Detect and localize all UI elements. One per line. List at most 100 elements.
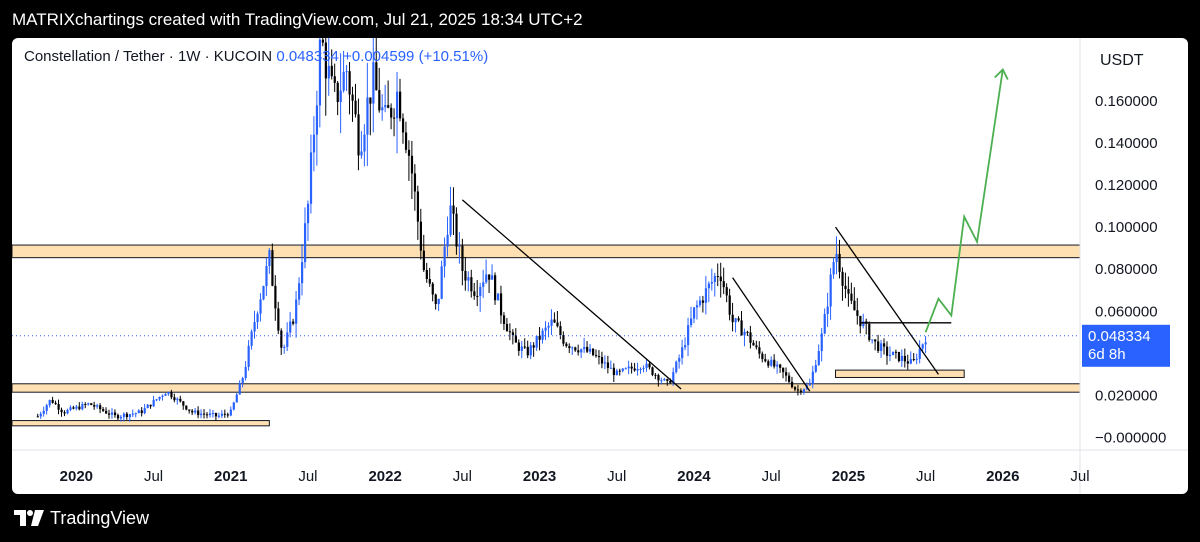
candle-body — [87, 403, 90, 405]
countdown-label: 6d 8h — [1088, 346, 1126, 363]
candle-body — [523, 346, 526, 348]
candle-body — [152, 399, 155, 407]
candle-body — [672, 372, 675, 383]
candle-body — [891, 351, 895, 356]
candle-body — [918, 348, 921, 359]
candle-body — [868, 323, 871, 340]
candle-body — [167, 392, 170, 394]
candle-body — [603, 362, 607, 364]
projection-arrowhead — [994, 68, 1009, 80]
candle-body — [342, 71, 345, 91]
candle-body — [802, 389, 806, 393]
candle-body — [586, 346, 589, 352]
candle-body — [381, 107, 384, 111]
candle-body — [274, 285, 277, 309]
candle-body — [538, 335, 541, 340]
candle-body — [737, 318, 740, 321]
projection-line — [924, 69, 1004, 333]
candle-body — [767, 361, 770, 366]
y-tick-label: 0.160000 — [1095, 93, 1158, 110]
candle-body — [719, 276, 722, 282]
candle-body — [443, 246, 446, 267]
x-tick-label: Jul — [453, 468, 472, 485]
candle-body — [508, 331, 512, 333]
candle-body — [425, 270, 428, 279]
candle-body — [458, 245, 461, 247]
candle-body — [900, 355, 904, 361]
x-tick-label: Jul — [144, 468, 163, 485]
candle-body — [701, 300, 705, 303]
legend-change: +0.004599 — [343, 48, 415, 65]
candle-body — [633, 368, 636, 371]
candle-body — [770, 359, 773, 366]
candle-body — [220, 413, 224, 416]
candle-body — [48, 400, 51, 406]
candle-body — [188, 409, 191, 411]
candle-body — [568, 346, 571, 349]
candle-body — [832, 262, 835, 275]
candle-body — [871, 339, 874, 341]
candle-body — [357, 114, 360, 156]
candle-body — [235, 394, 238, 403]
candle-body — [479, 286, 482, 296]
candle-body — [752, 342, 755, 346]
candle-body — [102, 409, 105, 411]
candle-body — [452, 205, 455, 214]
legend-change-pct: (+10.51%) — [418, 48, 489, 65]
bottom-bar: TradingView — [0, 494, 1200, 542]
candle-body — [113, 412, 117, 416]
candle-body — [268, 250, 271, 267]
candle-body — [609, 367, 613, 369]
candle-body — [407, 149, 411, 156]
x-tick-label: Jul — [916, 468, 935, 485]
candle-body — [909, 359, 912, 364]
candle-body — [514, 335, 518, 343]
candle-body — [250, 331, 253, 346]
trend-line — [834, 226, 939, 375]
chart-panel[interactable]: USDT 0.160000 0.140000 0.120000 0.100000 0.08… — [12, 38, 1188, 494]
candle-body — [164, 393, 167, 396]
x-tick-label: Jul — [762, 468, 781, 485]
candle-body — [360, 151, 363, 156]
x-tick-label: 2023 — [523, 468, 556, 485]
candle-body — [108, 413, 111, 415]
candle-body — [194, 410, 197, 413]
candle-body — [776, 364, 779, 367]
chart-svg[interactable]: USDT 0.160000 0.140000 0.120000 0.100000 0.08… — [12, 38, 1188, 494]
candle-body — [119, 416, 123, 419]
tradingview-logo[interactable]: TradingView — [14, 508, 149, 528]
candle-body — [203, 413, 206, 415]
candle-body — [387, 105, 390, 108]
candle-body — [654, 374, 657, 376]
trend-line — [732, 277, 811, 392]
candle-body — [897, 351, 901, 361]
candle-body — [645, 363, 648, 368]
candle-body — [256, 313, 259, 323]
candle-body — [315, 105, 319, 135]
candle-body — [624, 368, 627, 370]
candle-body — [303, 223, 307, 263]
candle-body — [814, 364, 817, 372]
candle-body — [553, 319, 556, 323]
candle-body — [128, 414, 131, 418]
candle-body — [75, 406, 78, 409]
candle-body — [529, 345, 532, 356]
candle-body — [618, 370, 621, 372]
zone-rect — [12, 244, 1081, 259]
candle-body — [758, 347, 761, 354]
y-tick-label: 0.100000 — [1095, 219, 1158, 236]
candle-body — [796, 389, 800, 391]
candle-body — [642, 367, 645, 369]
candle-body — [894, 351, 898, 353]
candle-body — [924, 342, 927, 345]
candle-body — [820, 333, 823, 352]
candle-body — [36, 416, 39, 418]
candle-body — [179, 398, 182, 402]
y-tick-label: 0.140000 — [1095, 135, 1158, 152]
top-bar: MATRIXchartings created with TradingView… — [0, 0, 1200, 38]
candle-body — [494, 275, 497, 301]
candle-body — [517, 342, 520, 351]
candle-body — [850, 293, 853, 301]
candle-body — [105, 410, 108, 414]
candle-body — [161, 395, 164, 397]
